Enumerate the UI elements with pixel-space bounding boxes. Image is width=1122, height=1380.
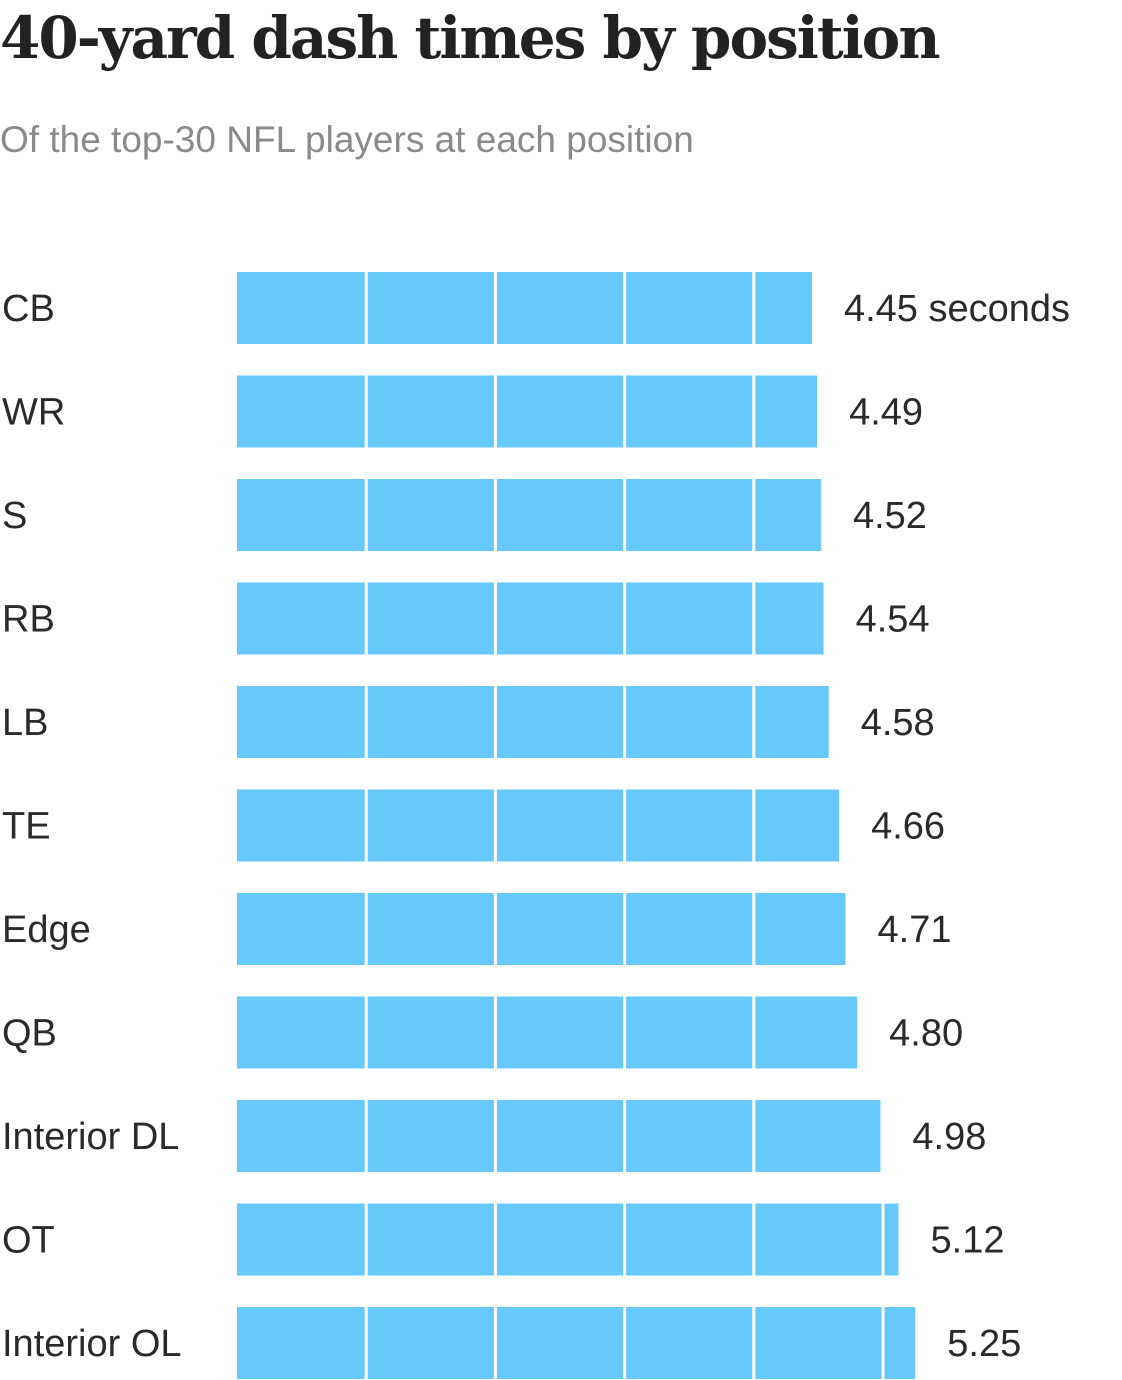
category-label: Interior OL [2, 1323, 182, 1365]
category-label: OT [2, 1220, 55, 1262]
segment-divider [623, 1307, 627, 1379]
value-label: 4.54 [856, 599, 930, 641]
bar-row: OT 5.12 [2, 1203, 1005, 1276]
value-label: 4.49 [849, 392, 923, 434]
bar [237, 582, 824, 655]
bar-row: QB 4.80 [2, 996, 963, 1069]
value-label: 4.71 [878, 909, 952, 951]
segment-divider [364, 996, 368, 1069]
category-label: CB [2, 288, 55, 330]
bar [237, 789, 840, 862]
segment-divider [752, 996, 756, 1069]
segment-divider [364, 375, 368, 448]
segment-divider [623, 479, 627, 551]
bar-row: Interior OL 5.25 [2, 1307, 1021, 1379]
bar-row: Edge 4.71 [2, 893, 952, 965]
segment-divider [493, 893, 497, 965]
segment-divider [623, 686, 627, 758]
bar [237, 375, 818, 448]
value-label: 4.98 [912, 1116, 986, 1158]
category-label: RB [2, 599, 55, 641]
segment-divider [752, 686, 756, 758]
category-label: S [2, 495, 27, 537]
bar [237, 893, 846, 965]
segment-divider [364, 1203, 368, 1276]
segment-divider [493, 582, 497, 655]
segment-divider [752, 272, 756, 344]
segment-divider [623, 582, 627, 655]
segment-divider [623, 789, 627, 862]
segment-divider [881, 1307, 885, 1379]
bar [237, 479, 821, 551]
chart-title: 40-yard dash times by position [0, 4, 941, 72]
bar [237, 1307, 916, 1379]
segment-divider [623, 1203, 627, 1276]
segment-divider [364, 686, 368, 758]
category-label: Edge [2, 909, 91, 951]
segment-divider [493, 686, 497, 758]
segment-divider [364, 893, 368, 965]
segment-divider [623, 893, 627, 965]
segment-divider [752, 1100, 756, 1172]
segment-divider [623, 272, 627, 344]
segment-divider [493, 479, 497, 551]
segment-divider [364, 479, 368, 551]
bar-row: WR 4.49 [2, 375, 923, 448]
segment-divider [493, 996, 497, 1069]
segment-divider [493, 789, 497, 862]
segment-divider [493, 272, 497, 344]
bar-row: S 4.52 [2, 479, 927, 551]
bar [237, 1100, 881, 1172]
value-label: 4.80 [889, 1013, 963, 1055]
bar [237, 272, 812, 344]
bar-row: CB 4.45 seconds [2, 272, 1070, 344]
value-label: 4.52 [853, 495, 927, 537]
segment-divider [364, 582, 368, 655]
segment-divider [752, 893, 756, 965]
segment-divider [752, 789, 756, 862]
value-label: 5.12 [931, 1220, 1005, 1262]
category-label: Interior DL [2, 1116, 179, 1158]
category-label: WR [2, 392, 65, 434]
value-label: 5.25 [947, 1323, 1021, 1365]
segment-divider [623, 375, 627, 448]
segment-divider [493, 1307, 497, 1379]
category-label: LB [2, 702, 48, 744]
bar-row: LB 4.58 [2, 686, 935, 758]
segment-divider [752, 375, 756, 448]
category-label: QB [2, 1013, 57, 1055]
segment-divider [364, 789, 368, 862]
segment-divider [752, 1307, 756, 1379]
value-label: 4.66 [871, 806, 945, 848]
segment-divider [881, 1203, 885, 1276]
segment-divider [364, 272, 368, 344]
bar [237, 1203, 899, 1276]
value-label: 4.58 [861, 702, 935, 744]
segment-divider [493, 1100, 497, 1172]
value-label: 4.45 seconds [844, 288, 1070, 330]
segment-divider [752, 582, 756, 655]
bar-row: RB 4.54 [2, 582, 930, 655]
category-label: TE [2, 806, 51, 848]
segment-divider [364, 1307, 368, 1379]
segment-divider [752, 479, 756, 551]
bar [237, 686, 829, 758]
segment-divider [493, 1203, 497, 1276]
segment-divider [623, 996, 627, 1069]
segment-divider [752, 1203, 756, 1276]
bar-row: TE 4.66 [2, 789, 945, 862]
chart-subtitle: Of the top-30 NFL players at each positi… [0, 119, 694, 160]
segment-divider [493, 375, 497, 448]
segment-divider [623, 1100, 627, 1172]
bar-row: Interior DL 4.98 [2, 1100, 986, 1172]
segment-divider [364, 1100, 368, 1172]
bar [237, 996, 858, 1069]
